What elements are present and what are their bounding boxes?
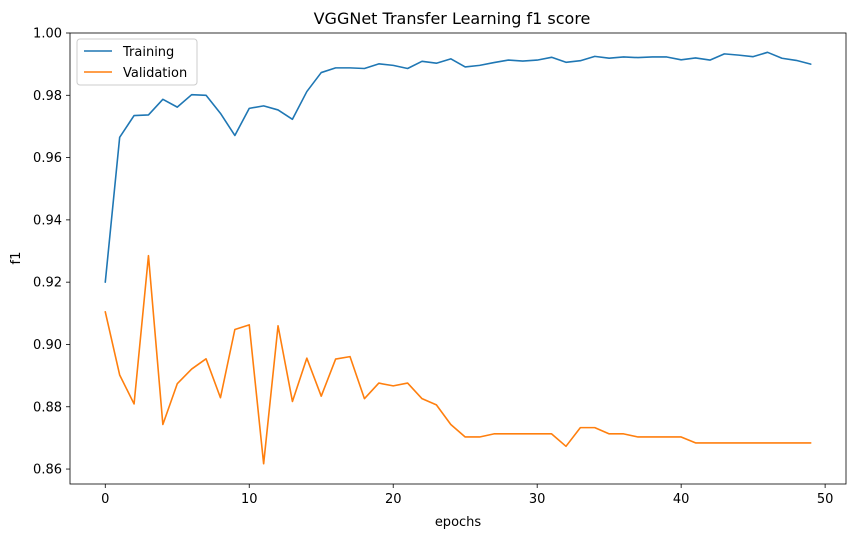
x-axis-ticks: 0 10 20 30 40 50 xyxy=(101,484,833,507)
y-tick-label: 0.94 xyxy=(33,213,62,228)
y-tick-label: 0.92 xyxy=(33,276,62,291)
plot-frame xyxy=(69,32,847,485)
y-tick-label: 0.86 xyxy=(33,463,62,478)
chart-title: VGGNet Transfer Learning f1 score xyxy=(314,9,591,28)
x-axis-label: epochs xyxy=(435,515,482,530)
series-line-validation xyxy=(104,254,812,465)
plot-lines xyxy=(104,51,812,465)
y-axis-ticks: 0.86 0.88 0.90 0.92 0.94 0.96 0.98 1.00 xyxy=(33,27,70,478)
legend-validation-label: Validation xyxy=(123,66,187,81)
x-tick-label: 10 xyxy=(241,492,258,507)
y-axis-label: f1 xyxy=(9,252,24,265)
series-line-training xyxy=(104,51,812,283)
legend-training-label: Training xyxy=(122,45,174,60)
y-tick-label: 0.98 xyxy=(33,89,62,104)
x-tick-label: 40 xyxy=(673,492,690,507)
y-tick-label: 1.00 xyxy=(33,27,62,42)
x-tick-label: 30 xyxy=(529,492,546,507)
y-tick-label: 0.90 xyxy=(33,338,62,353)
x-tick-label: 50 xyxy=(817,492,834,507)
y-tick-label: 0.96 xyxy=(33,151,62,166)
x-tick-label: 0 xyxy=(101,492,109,507)
y-tick-label: 0.88 xyxy=(33,400,62,415)
x-tick-label: 20 xyxy=(385,492,402,507)
legend: Training Validation xyxy=(76,38,198,86)
